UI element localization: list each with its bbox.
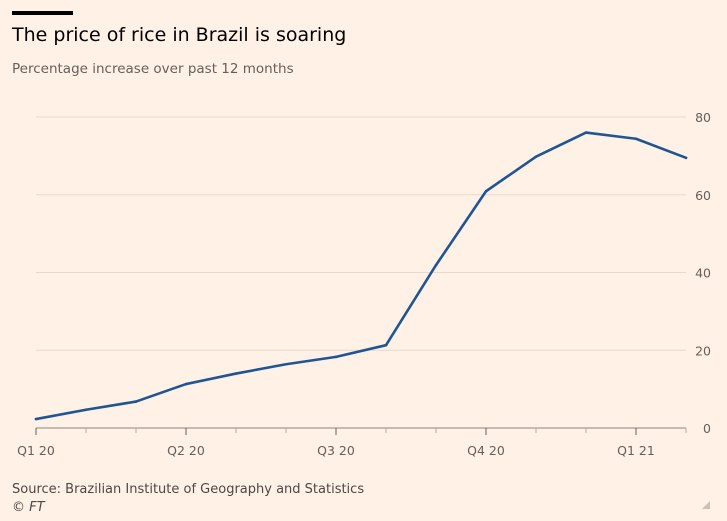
data-point <box>134 400 138 403</box>
data-point <box>84 408 88 412</box>
y-tick-label-80: 80 <box>695 110 711 125</box>
ft-top-bar <box>12 11 73 15</box>
y-tick-label-60: 60 <box>695 188 711 203</box>
y-tick-label-40: 40 <box>695 266 711 281</box>
data-point <box>534 155 538 158</box>
chart-title: The price of rice in Brazil is soaring <box>12 24 347 46</box>
chart-subtitle: Percentage increase over past 12 months <box>12 61 294 77</box>
x-tick-label: Q1 20 <box>17 443 55 458</box>
x-tick-label: Q4 20 <box>467 443 505 458</box>
data-point <box>334 355 338 359</box>
data-point <box>684 156 688 160</box>
data-point <box>584 131 588 134</box>
series-line-0 <box>34 131 688 421</box>
resize-handle-icon <box>702 501 710 509</box>
x-tick-label: Q1 21 <box>617 443 655 458</box>
copyright-note: © FT <box>12 500 45 515</box>
data-point <box>484 189 488 193</box>
data-point <box>184 382 188 386</box>
data-point <box>434 263 438 267</box>
y-tick-label-0: 0 <box>703 421 711 436</box>
data-point <box>634 137 638 141</box>
data-point <box>234 372 238 375</box>
y-tick-label-20: 20 <box>695 343 711 358</box>
data-point <box>34 417 38 421</box>
x-tick-label: Q2 20 <box>167 443 205 458</box>
x-tick-label: Q3 20 <box>317 443 355 458</box>
data-point <box>284 362 288 366</box>
source-note: Source: Brazilian Institute of Geography… <box>12 482 365 497</box>
data-point <box>384 343 388 347</box>
